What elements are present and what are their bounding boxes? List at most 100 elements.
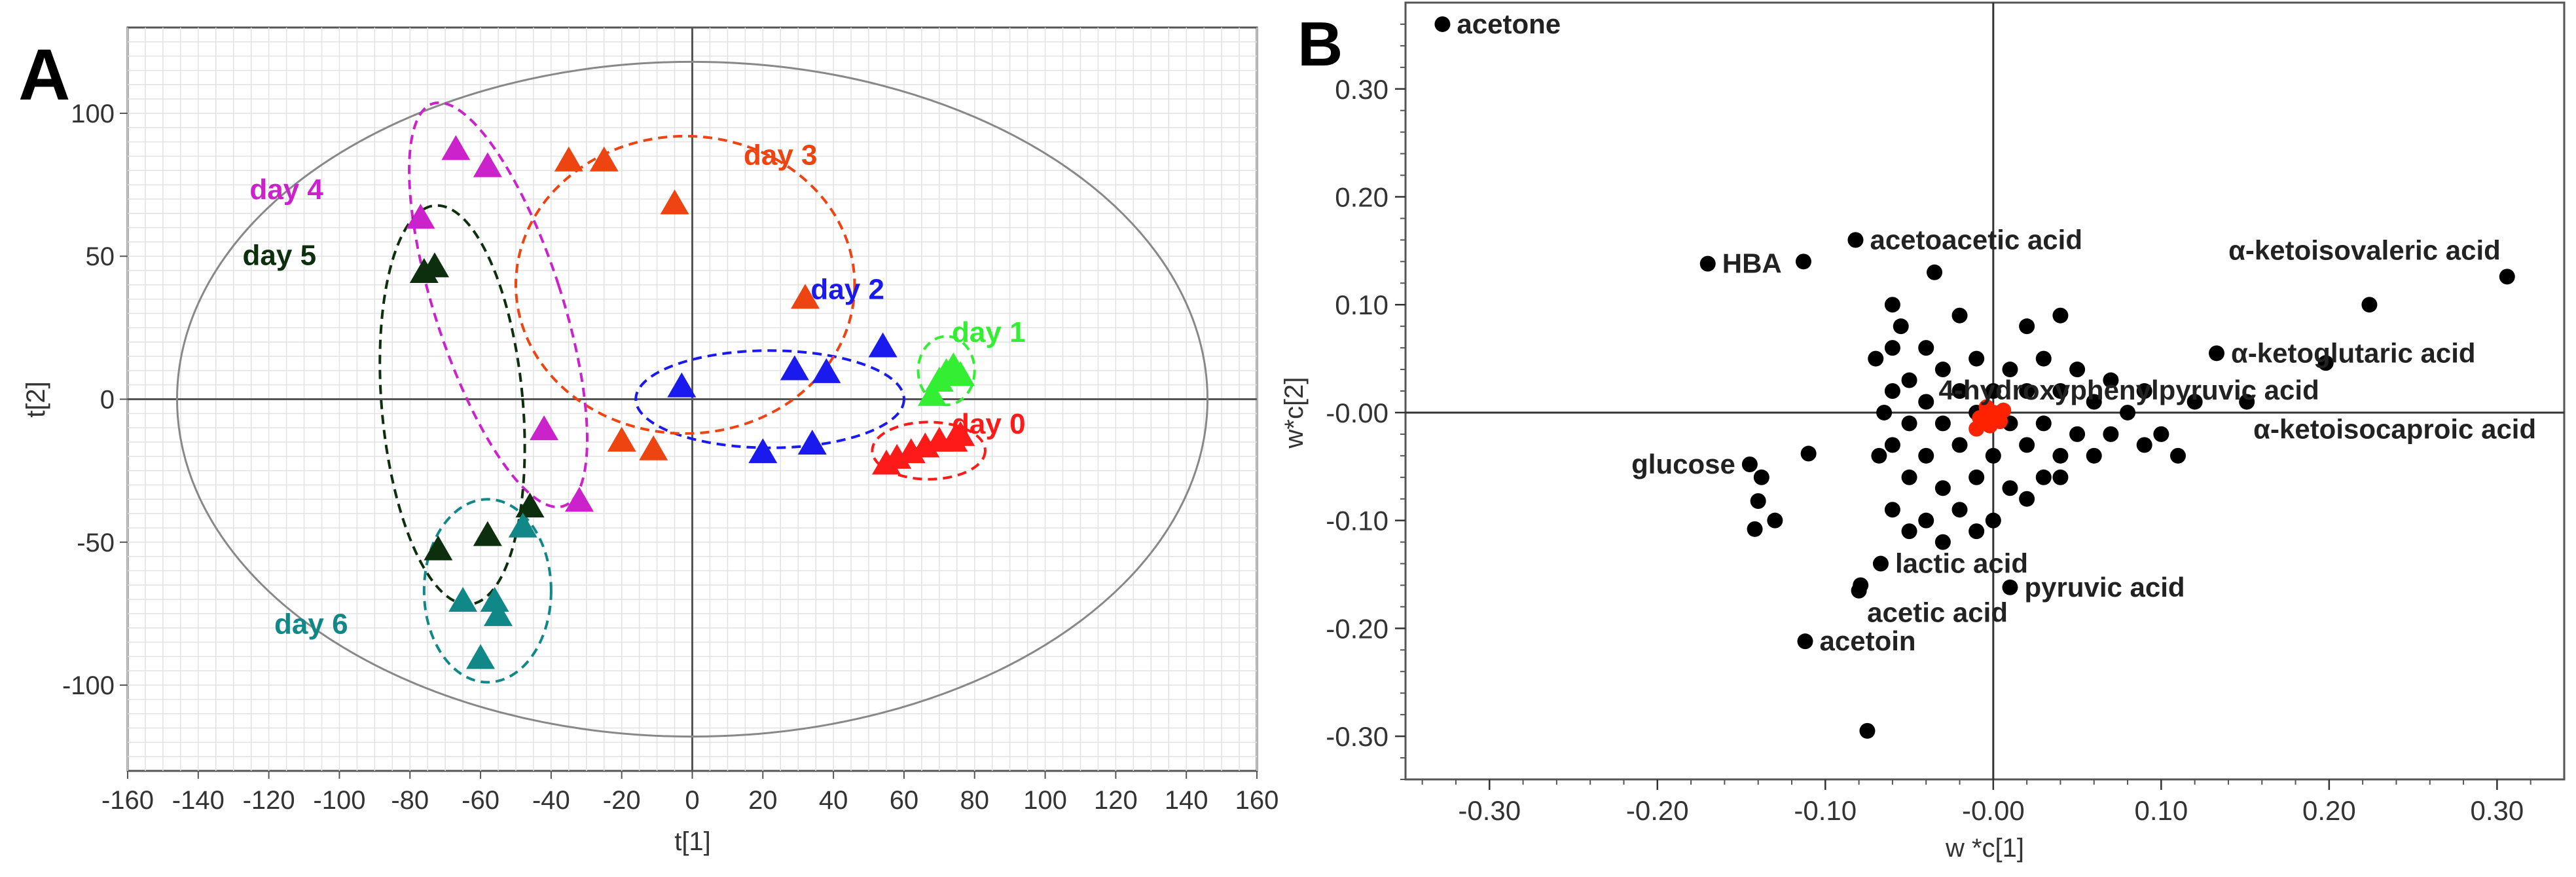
loading-point — [2170, 447, 2186, 464]
y-tick-label: 0 — [100, 386, 115, 415]
y-tick-label: 0.20 — [1335, 182, 1388, 213]
triangle-point — [554, 146, 583, 172]
triangle-point — [530, 415, 559, 441]
hotelling-ellipse — [175, 60, 1209, 738]
cluster-ellipse-day-1 — [916, 335, 976, 407]
loading-point — [1934, 362, 1951, 378]
x-tick-label: 0.30 — [2471, 795, 2524, 826]
cluster-ellipse-day-4 — [408, 101, 589, 509]
y-tick-label: -0.20 — [1326, 613, 1388, 644]
y-tick-label: 50 — [86, 242, 115, 271]
x-tick-label: 140 — [1165, 786, 1208, 815]
loading-point — [1893, 318, 1909, 335]
loading-point — [2035, 469, 2052, 485]
loading-point — [2103, 372, 2119, 388]
loading-point — [1795, 253, 1811, 270]
triangle-point — [748, 438, 778, 464]
x-tick-label: -0.10 — [1794, 795, 1857, 826]
loading-point — [1968, 350, 1985, 367]
loading-point — [2209, 345, 2224, 362]
annotation-label: acetoacetic acid — [1870, 224, 2082, 255]
loading-point — [1884, 502, 1900, 518]
panel-a-y-axis-title: t[2] — [22, 381, 50, 418]
highlighted-loading-point — [1995, 402, 2012, 419]
y-tick-label: 0.10 — [1335, 289, 1388, 320]
triangle-point — [780, 355, 809, 381]
triangle-point — [448, 587, 478, 612]
panel-a-tick-labels: -160 -140 -120 -100 -80 -60 -40 -20 0 20 40 60 80 100… — [62, 100, 1279, 815]
loading-point — [2086, 394, 2102, 410]
x-tick-label: 60 — [890, 786, 919, 815]
highlighted-loading-point — [1982, 417, 1998, 434]
loading-point — [2153, 426, 2169, 442]
loading-point — [1927, 264, 1943, 280]
loading-point — [1884, 340, 1900, 356]
annotation-label: acetone — [1457, 9, 1561, 39]
x-tick-label: 40 — [819, 786, 848, 815]
y-tick-label: -0.00 — [1326, 398, 1388, 428]
loading-point — [1918, 447, 1934, 464]
loading-point — [1750, 493, 1766, 510]
x-tick-label: -0.20 — [1626, 795, 1689, 826]
x-tick-label: 0.10 — [2134, 795, 2188, 826]
loading-point — [2002, 480, 2018, 496]
cluster-ellipse-day-0 — [871, 420, 987, 481]
annotation-label: 4-hydroxyphenylpyruvic acid — [1939, 375, 2319, 405]
loading-point — [1918, 394, 1934, 410]
triangle-point — [812, 358, 841, 383]
loading-point — [1884, 437, 1900, 453]
loading-point — [2103, 426, 2119, 442]
x-tick-label: 120 — [1094, 786, 1138, 815]
loading-point — [2052, 447, 2069, 464]
x-tick-label: -80 — [391, 786, 429, 815]
loading-point — [1851, 582, 1867, 599]
loading-point — [1918, 512, 1934, 529]
triangle-point — [918, 381, 947, 406]
x-tick-label: -0.00 — [1962, 795, 2025, 826]
loading-point — [2136, 383, 2152, 399]
triangle-point — [946, 420, 975, 446]
series-label: day 0 — [952, 408, 1026, 440]
loading-point — [1847, 232, 1864, 248]
y-tick-label: -100 — [62, 671, 115, 700]
x-tick-label: -160 — [101, 786, 154, 815]
series-label: day 3 — [744, 140, 818, 172]
triangle-point — [406, 204, 435, 229]
triangle-point — [473, 521, 502, 546]
loading-point — [2499, 269, 2515, 285]
loading-point — [2120, 404, 2136, 420]
cluster-ellipse-day-2 — [634, 349, 905, 449]
loading-point — [1434, 16, 1451, 32]
loading-point — [1901, 372, 1917, 388]
cluster-ellipse-day-5 — [378, 204, 526, 606]
panel-a-data-points — [406, 135, 975, 669]
triangle-point — [484, 601, 513, 626]
x-tick-label: 0.20 — [2302, 795, 2356, 826]
loading-point — [2035, 415, 2052, 432]
loading-point — [1741, 457, 1758, 473]
loading-point — [1951, 502, 1968, 518]
series-label: day 1 — [952, 316, 1026, 348]
x-tick-label: 160 — [1235, 786, 1279, 815]
x-tick-label: -40 — [532, 786, 570, 815]
triangle-point — [607, 426, 636, 452]
loading-point — [1934, 415, 1951, 432]
annotation-label: α-ketoglutaric acid — [2231, 337, 2476, 368]
loading-point — [2052, 307, 2069, 324]
loading-point — [2086, 447, 2102, 464]
panel-a-zero-axes — [128, 28, 1257, 771]
annotation-label: HBA — [1722, 248, 1782, 279]
loading-point — [1951, 437, 1968, 453]
loading-point — [1985, 447, 2001, 464]
x-tick-label: -0.30 — [1458, 795, 1521, 826]
triangle-point — [424, 535, 453, 561]
triangle-point — [797, 429, 827, 455]
loading-point — [1876, 404, 1893, 420]
loading-point — [2186, 394, 2203, 410]
loading-point — [1747, 521, 1763, 537]
x-tick-label: -60 — [462, 786, 499, 815]
loading-point — [1968, 523, 1985, 540]
loading-point — [1767, 512, 1783, 529]
y-tick-label: -0.30 — [1326, 721, 1388, 752]
annotation-label: acetoin — [1820, 625, 1916, 656]
